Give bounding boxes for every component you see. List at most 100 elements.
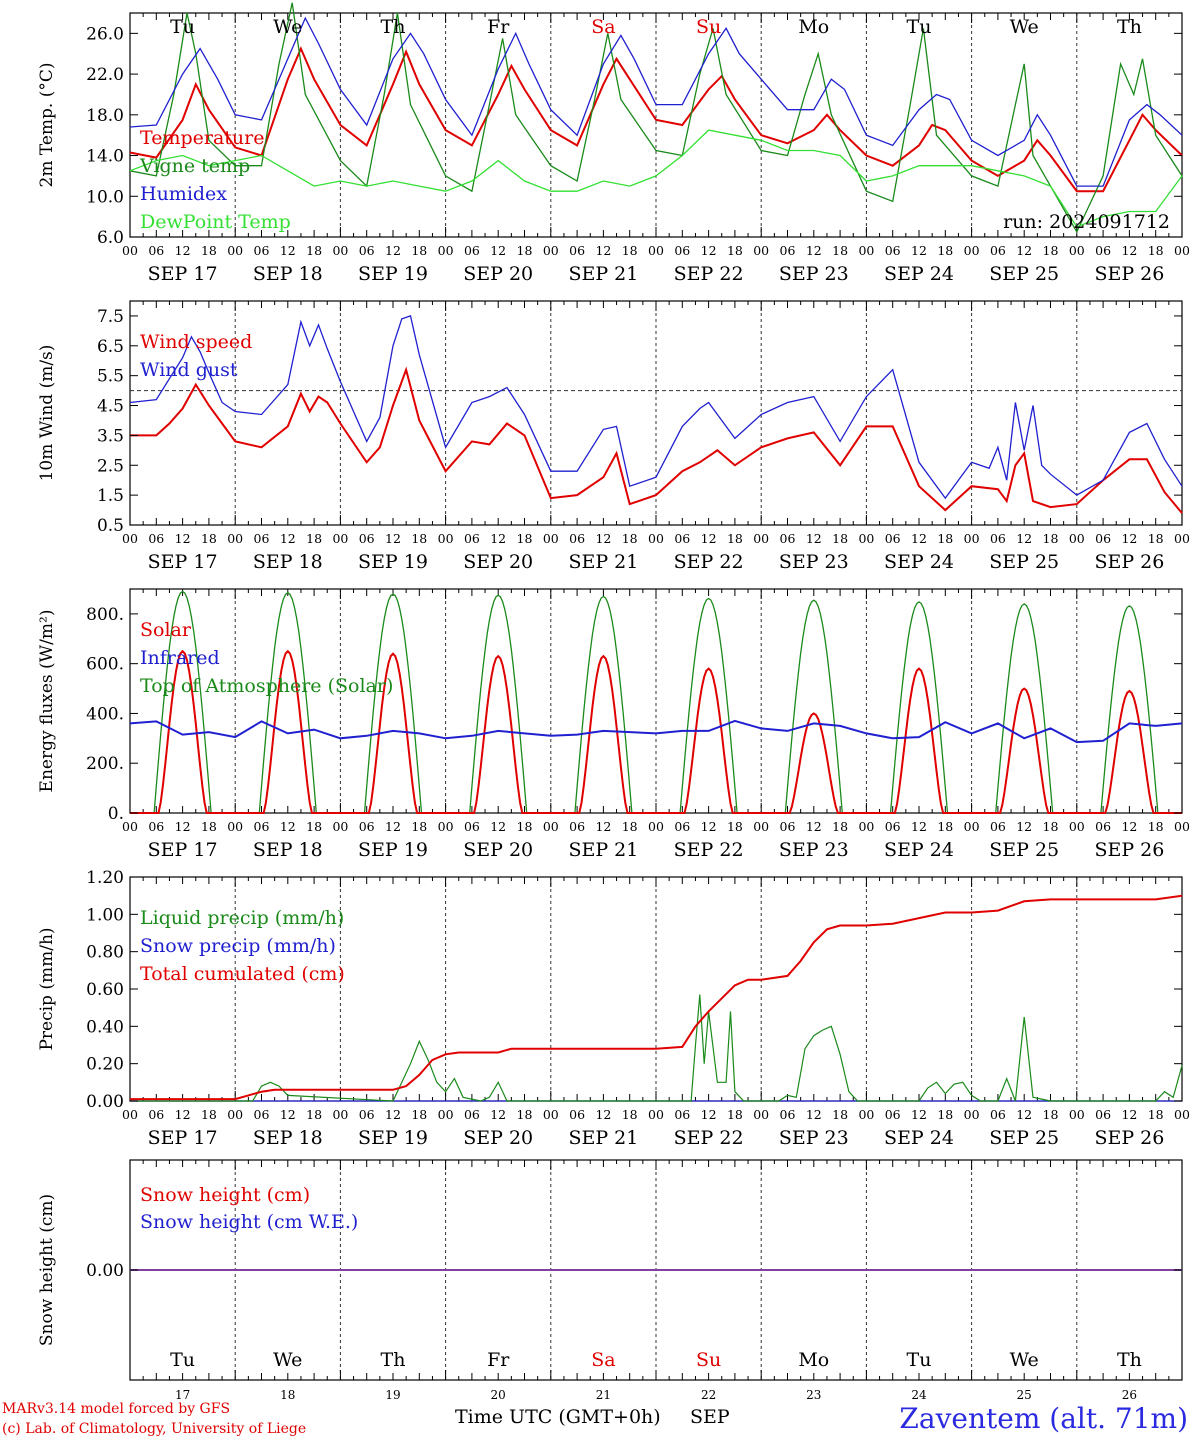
bottom-day-name: Tu xyxy=(170,1349,195,1371)
panel-0-hour-label: 18 xyxy=(727,243,743,258)
panel-3-hour-label: 00 xyxy=(1069,1107,1085,1122)
panel-3-hour-label: 12 xyxy=(490,1107,506,1122)
panel-2-hour-label: 06 xyxy=(359,819,375,834)
panel-1-legend-0: Wind speed xyxy=(140,331,252,353)
bottom-day-name: Fr xyxy=(487,1349,510,1371)
panel-0-y-tick-label: 6.0 xyxy=(97,228,124,248)
top-day-name: Th xyxy=(1117,16,1142,38)
panel-1-hour-label: 06 xyxy=(569,531,585,546)
panel-1-hour-label: 06 xyxy=(148,531,164,546)
panel-1-hour-label: 00 xyxy=(858,531,874,546)
panel-1-hour-label: 00 xyxy=(1069,531,1085,546)
panel-3-hour-label: 12 xyxy=(1121,1107,1137,1122)
panel-2-date-label: SEP 24 xyxy=(884,839,954,861)
bottom-day-number: 21 xyxy=(596,1388,611,1402)
bottom-day-number: 20 xyxy=(491,1388,506,1402)
panel-0-hour-label: 00 xyxy=(858,243,874,258)
panel-3-hour-label: 18 xyxy=(306,1107,322,1122)
panel-2-date-label: SEP 19 xyxy=(358,839,428,861)
panel-2-hour-label: 12 xyxy=(806,819,822,834)
panel-2-hour-label: 12 xyxy=(701,819,717,834)
panel-0-hour-label: 12 xyxy=(806,243,822,258)
bottom-day-name: Mo xyxy=(798,1349,829,1371)
bottom-day-name: Sa xyxy=(591,1349,615,1371)
panel-1-hour-label: 12 xyxy=(175,531,191,546)
panel-2-hour-label: 18 xyxy=(937,819,953,834)
wind-series-1-line xyxy=(129,315,1183,500)
panel-2-y-tick-label: 200. xyxy=(86,754,124,774)
solar-line xyxy=(130,649,1182,814)
panel-0-hour-label: 12 xyxy=(175,243,191,258)
panel-0-hour-label: 18 xyxy=(411,243,427,258)
panel-3-hour-label: 18 xyxy=(832,1107,848,1122)
panel-0-hour-label: 12 xyxy=(595,243,611,258)
panel-3-y-tick-label: 1.20 xyxy=(86,868,124,888)
panel-1-legend-1: Wind gust xyxy=(140,359,238,381)
panel-3-hour-label: 00 xyxy=(753,1107,769,1122)
panel-2-date-label: SEP 26 xyxy=(1094,839,1164,861)
panel-2-hour-label: 12 xyxy=(175,819,191,834)
panel-2-hour-label: 00 xyxy=(332,819,348,834)
panel-2-y-tick-label: 0. xyxy=(108,804,124,824)
bottom-day-number: 26 xyxy=(1122,1388,1137,1402)
panel-3-hour-label: 12 xyxy=(175,1107,191,1122)
panel-2-hour-label: 00 xyxy=(543,819,559,834)
panel-2-hour-label: 12 xyxy=(490,819,506,834)
panel-3-hour-label: 06 xyxy=(464,1107,480,1122)
panel-2-frame xyxy=(129,588,1183,814)
panel-2-hour-label: 00 xyxy=(1174,819,1190,834)
panel-0-y-tick-label: 22.0 xyxy=(86,65,124,85)
panel-1-y-tick-label: 1.5 xyxy=(97,486,124,506)
panel-1-date-label: SEP 22 xyxy=(674,551,744,573)
top-day-name: We xyxy=(1010,16,1039,38)
panel-1-hour-label: 18 xyxy=(1148,531,1164,546)
panel-1-y-tick-label: 3.5 xyxy=(97,426,124,446)
panel-0-hour-label: 12 xyxy=(280,243,296,258)
panel-3-hour-label: 12 xyxy=(595,1107,611,1122)
panel-2-hour-label: 00 xyxy=(122,819,138,834)
panel-3-y-tick-label: 0.40 xyxy=(86,1017,124,1037)
panel-2-hour-label: 12 xyxy=(385,819,401,834)
panel-0-legend-0: Temperature xyxy=(140,127,264,149)
top-day-name: Th xyxy=(381,16,406,38)
panel-0-date-label: SEP 26 xyxy=(1094,263,1164,285)
panel-2-legend-0: Solar xyxy=(140,619,192,641)
panel-3-hour-label: 12 xyxy=(280,1107,296,1122)
top-day-name: We xyxy=(273,16,302,38)
panel-0-y-tick-label: 14.0 xyxy=(86,147,124,167)
panel-1-date-label: SEP 21 xyxy=(568,551,638,573)
panel-2-hour-label: 06 xyxy=(674,819,690,834)
panel-3-hour-label: 12 xyxy=(701,1107,717,1122)
panel-0-hour-label: 18 xyxy=(1043,243,1059,258)
panel-0-hour-label: 18 xyxy=(622,243,638,258)
panel-3-date-label: SEP 25 xyxy=(989,1127,1059,1149)
panel-3-y-tick-label: 0.80 xyxy=(86,943,124,963)
panel-2-date-label: SEP 23 xyxy=(779,839,849,861)
panel-3-hour-label: 12 xyxy=(806,1107,822,1122)
panel-3-hour-label: 18 xyxy=(411,1107,427,1122)
panel-1-hour-label: 12 xyxy=(1121,531,1137,546)
panel-3-hour-label: 18 xyxy=(201,1107,217,1122)
station-name: Zaventem (alt. 71m) xyxy=(899,1402,1188,1435)
panel-2-hour-label: 06 xyxy=(1095,819,1111,834)
panel-2-hour-label: 06 xyxy=(148,819,164,834)
panel-2-hour-label: 06 xyxy=(780,819,796,834)
panel-3-hour-label: 00 xyxy=(227,1107,243,1122)
panel-3-hour-label: 06 xyxy=(885,1107,901,1122)
panel-2-hour-label: 06 xyxy=(990,819,1006,834)
panel-1-hour-label: 06 xyxy=(464,531,480,546)
panel-1-hour-label: 12 xyxy=(1016,531,1032,546)
panel-2-hour-label: 06 xyxy=(885,819,901,834)
panel-2-hour-label: 18 xyxy=(201,819,217,834)
panel-0-hour-label: 00 xyxy=(227,243,243,258)
panel-1-date-label: SEP 18 xyxy=(253,551,323,573)
bottom-day-number: 18 xyxy=(280,1388,295,1402)
panel-1-date-label: SEP 25 xyxy=(989,551,1059,573)
panel-3-hour-label: 06 xyxy=(254,1107,270,1122)
panel-3-hour-label: 06 xyxy=(1095,1107,1111,1122)
panel-2-date-label: SEP 22 xyxy=(674,839,744,861)
panel-1-date-label: SEP 23 xyxy=(779,551,849,573)
panel-4-legend-1: Snow height (cm W.E.) xyxy=(140,1211,358,1233)
panel-1-hour-label: 00 xyxy=(227,531,243,546)
